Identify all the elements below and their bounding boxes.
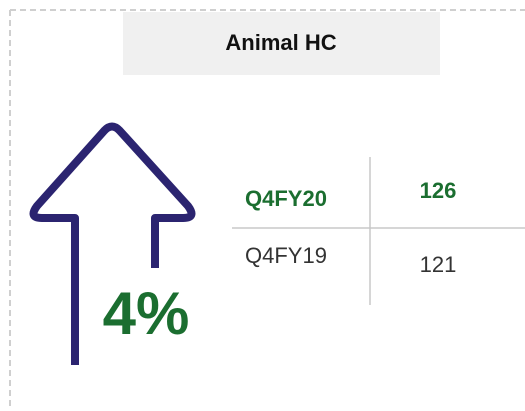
card-title: Animal HC (225, 30, 336, 55)
period-label: Q4FY19 (245, 243, 327, 268)
up-arrow (29, 122, 196, 365)
change-value: 4% (103, 280, 190, 347)
period-value: 121 (420, 252, 457, 277)
period-value: 126 (420, 178, 457, 203)
title-box (123, 12, 440, 75)
period-label: Q4FY20 (245, 186, 327, 211)
